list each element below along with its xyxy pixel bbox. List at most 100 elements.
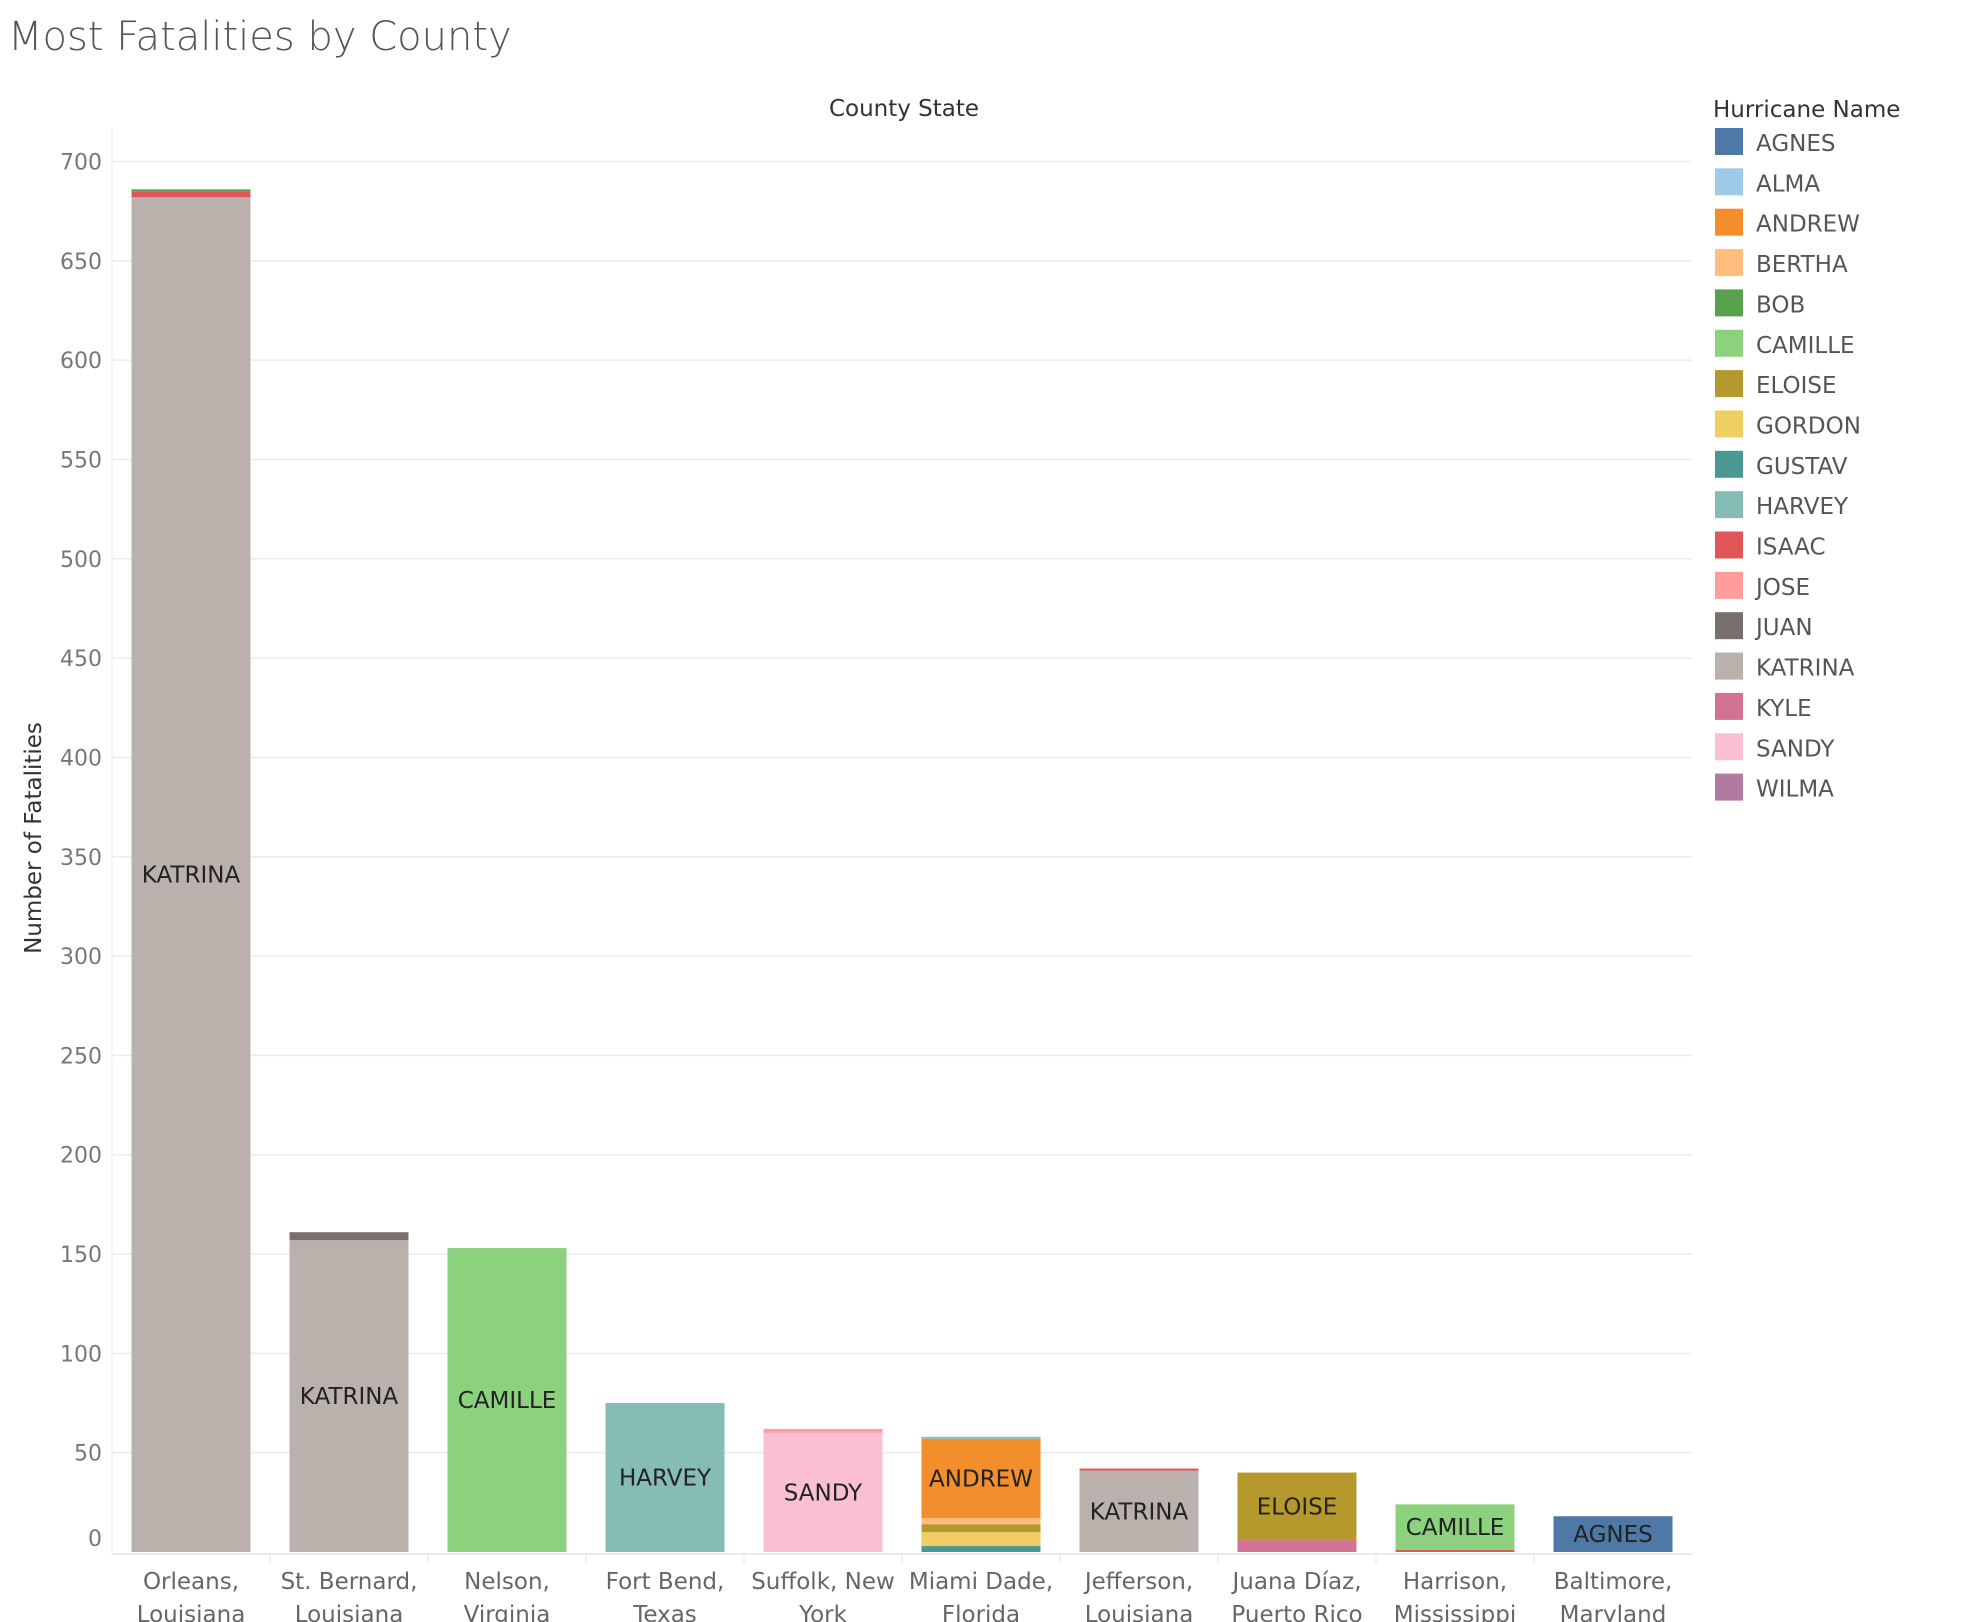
legend-item[interactable]: KYLE xyxy=(1715,692,1812,722)
x-tick-label: Jefferson, xyxy=(1083,1569,1193,1595)
x-tick-label: Orleans, xyxy=(143,1569,239,1595)
x-tick-label: Harrison, xyxy=(1403,1569,1507,1595)
legend-item[interactable]: SANDY xyxy=(1715,733,1835,762)
y-tick-label: 450 xyxy=(60,647,102,672)
bar-segment[interactable] xyxy=(1553,1516,1673,1552)
bar-segment[interactable] xyxy=(763,1432,883,1552)
legend-item[interactable]: ANDREW xyxy=(1715,208,1860,238)
y-tick-label: 500 xyxy=(60,548,102,573)
bar-group: AGNES xyxy=(1553,1516,1673,1552)
y-tick-label: 150 xyxy=(60,1243,102,1268)
legend-label: GUSTAV xyxy=(1756,454,1848,480)
bar-segment[interactable] xyxy=(1395,1550,1515,1552)
bar-segment[interactable] xyxy=(289,1232,409,1241)
x-tick-label: Maryland xyxy=(1560,1602,1667,1622)
y-tick-label: 300 xyxy=(60,945,102,970)
y-tick-label: 100 xyxy=(60,1342,102,1367)
legend-item[interactable]: HARVEY xyxy=(1715,491,1849,520)
bar-segment[interactable] xyxy=(921,1438,1041,1519)
legend-item[interactable]: CAMILLE xyxy=(1715,329,1855,359)
bar-segment-label: KATRINA xyxy=(142,863,241,889)
bar-segment[interactable] xyxy=(921,1518,1041,1525)
x-axis-title: County State xyxy=(829,96,979,122)
y-tick-label: 550 xyxy=(60,448,102,473)
legend-swatch xyxy=(1715,289,1743,317)
legend-label: GORDON xyxy=(1756,413,1861,439)
bar-segment[interactable] xyxy=(921,1436,1041,1439)
legend-item[interactable]: ELOISE xyxy=(1715,370,1837,399)
x-tick-label: Florida xyxy=(942,1602,1020,1622)
x-tick-label: Baltimore, xyxy=(1554,1569,1673,1595)
y-axis-ticks: 0 50 100 150 200 250 300 350 400 450 500 550 600 650 7… xyxy=(60,151,102,1552)
legend-label: BOB xyxy=(1756,292,1805,318)
bar-group: KATRINA xyxy=(289,1232,409,1552)
legend-item[interactable]: JOSE xyxy=(1715,571,1810,601)
bar-group: ELOISE xyxy=(1237,1472,1357,1552)
legend-item[interactable]: BERTHA xyxy=(1715,249,1848,278)
legend-item[interactable]: ALMA xyxy=(1715,168,1820,197)
bar-segment[interactable] xyxy=(921,1532,1041,1547)
legend-item[interactable]: WILMA xyxy=(1715,773,1834,803)
bar-segment[interactable] xyxy=(131,189,251,192)
x-tick-label: York xyxy=(798,1602,848,1622)
bar-segment[interactable] xyxy=(1079,1470,1199,1552)
legend-swatch xyxy=(1715,168,1743,196)
bar-segment[interactable] xyxy=(447,1248,567,1552)
bar-segment[interactable] xyxy=(921,1546,1041,1552)
legend-item[interactable]: BOB xyxy=(1715,289,1805,318)
legend: Hurricane Name AGNES ALMA ANDREW BERTHA BOB C… xyxy=(1713,97,1900,803)
bar-segment[interactable] xyxy=(921,1524,1041,1533)
bar-segment-label: KATRINA xyxy=(300,1384,399,1410)
x-tick-label: Louisiana xyxy=(295,1602,404,1622)
bar-segment-label: AGNES xyxy=(1573,1522,1653,1548)
bar-segment[interactable] xyxy=(605,1403,725,1552)
y-tick-label: 650 xyxy=(60,250,102,275)
legend-item[interactable]: ISAAC xyxy=(1715,531,1826,561)
legend-item[interactable]: JUAN xyxy=(1715,612,1813,641)
x-tick-label: Louisiana xyxy=(137,1602,246,1622)
legend-swatch xyxy=(1715,410,1743,438)
bar-group: CAMILLE xyxy=(447,1248,567,1552)
x-tick-label: Fort Bend, xyxy=(606,1569,725,1595)
legend-item[interactable]: AGNES xyxy=(1715,128,1836,157)
legend-label: JUAN xyxy=(1754,615,1813,641)
x-tick-label: Puerto Rico xyxy=(1231,1602,1362,1622)
legend-swatch xyxy=(1715,612,1743,640)
bar-segment-label: CAMILLE xyxy=(458,1388,557,1414)
legend-swatch xyxy=(1715,531,1743,559)
bar-segment[interactable] xyxy=(289,1240,409,1552)
legend-item[interactable]: GORDON xyxy=(1715,410,1861,439)
legend-swatch xyxy=(1715,652,1743,680)
legend-label: ISAAC xyxy=(1756,535,1826,561)
bar-segment[interactable] xyxy=(1237,1540,1357,1552)
legend-swatch xyxy=(1715,692,1743,720)
legend-swatch xyxy=(1715,370,1743,398)
legend-label: ELOISE xyxy=(1756,373,1837,399)
legend-swatch xyxy=(1715,773,1743,801)
y-tick-label: 50 xyxy=(74,1442,102,1467)
legend-swatch xyxy=(1715,450,1743,478)
y-tick-label: 700 xyxy=(60,151,102,176)
legend-label: ANDREW xyxy=(1756,212,1860,238)
chart-title: Most Fatalities by County xyxy=(8,14,512,60)
legend-swatch xyxy=(1715,733,1743,761)
x-tick-label: Miami Dade, xyxy=(909,1569,1053,1595)
bars: KATRINA KATRINA CAMILLE HARVEY SANDY ANDREW KA… xyxy=(131,189,1673,1553)
legend-label: HARVEY xyxy=(1756,494,1849,520)
bar-segment[interactable] xyxy=(1079,1468,1199,1471)
x-tick-label: Juana Díaz, xyxy=(1230,1569,1361,1595)
legend-swatch xyxy=(1715,128,1743,155)
legend-label: ALMA xyxy=(1756,171,1820,197)
legend-item[interactable]: KATRINA xyxy=(1715,652,1855,682)
y-tick-label: 350 xyxy=(60,846,102,871)
legend-item[interactable]: GUSTAV xyxy=(1715,450,1848,480)
bar-segment[interactable] xyxy=(131,191,251,198)
bar-segment[interactable] xyxy=(1395,1504,1515,1551)
y-tick-label: 250 xyxy=(60,1044,102,1069)
bar-segment-label: SANDY xyxy=(784,1480,863,1506)
bar-segment[interactable] xyxy=(1237,1472,1357,1541)
bar-segment[interactable] xyxy=(131,197,251,1553)
bar-segment[interactable] xyxy=(763,1428,883,1433)
legend-label: KYLE xyxy=(1756,696,1812,722)
y-tick-label: 0 xyxy=(88,1527,102,1552)
